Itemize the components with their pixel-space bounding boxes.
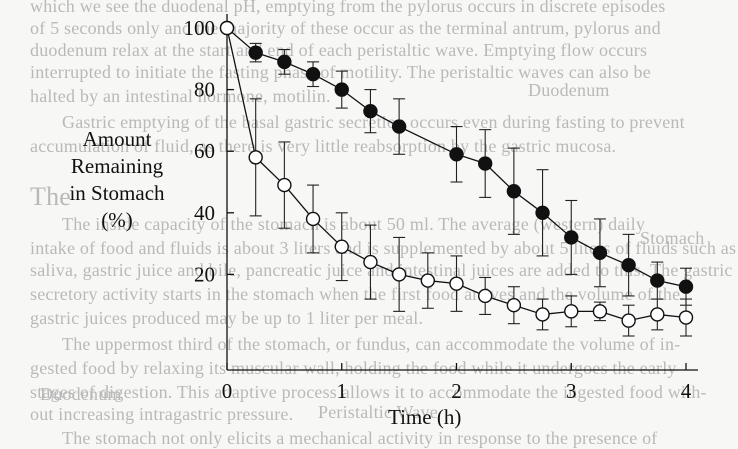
x-tick-label: 4 (681, 379, 692, 403)
open-data-point (277, 177, 292, 193)
y-axis-label-line-3: in Stomach (69, 181, 165, 205)
y-tick-label: 40 (194, 201, 215, 225)
background-text-line: The inside capacity of the stomach is ab… (62, 214, 646, 234)
open-data-point (420, 273, 436, 288)
y-tick-label: 20 (194, 262, 215, 286)
background-text-line: The (30, 182, 72, 211)
x-tick-label: 3 (566, 379, 577, 403)
data-points (219, 20, 694, 328)
open-data-point (391, 267, 407, 282)
filled-data-point (277, 54, 292, 70)
background-text-line: out increasing intragastric pressure. (30, 404, 294, 424)
series-segment (398, 125, 457, 155)
background-text-line: interrupted to initiate the fasting phas… (30, 62, 651, 82)
y-axis-label-line-1: Amount (82, 127, 152, 151)
open-data-point (219, 20, 235, 36)
open-data-point (449, 276, 464, 291)
axes: 20 40 60 80 100 0 1 2 3 4 (184, 14, 698, 403)
background-text-line: stages of digestion. This adaptive proce… (30, 382, 707, 402)
y-tick-label: 100 (184, 16, 216, 40)
open-data-point (535, 307, 550, 322)
background-text-line: The stomach not only elicits a mechanica… (62, 428, 658, 448)
y-tick-label: 80 (194, 78, 215, 102)
x-axis-label: Time (h) (388, 405, 462, 429)
y-axis-label-line-2: Remaining (70, 154, 164, 178)
open-data-point (564, 304, 579, 319)
error-bars (249, 42, 692, 337)
open-data-point (248, 150, 263, 165)
x-tick-label: 2 (451, 379, 462, 403)
y-axis-label: Amount Remaining in Stomach (%) (52, 126, 182, 234)
filled-data-point (334, 82, 349, 97)
x-tick-label: 0 (222, 379, 233, 403)
background-label-stomach: Stomach (640, 228, 705, 248)
open-data-point (334, 239, 349, 254)
series-segment (283, 184, 314, 220)
background-text-line: secretory activity starts in the stomach… (30, 284, 681, 304)
background-label-duodenum-lower: Duodenum (40, 384, 122, 404)
filled-data-point (506, 184, 522, 199)
y-axis-label-line-4: (%) (101, 208, 133, 232)
background-text-line: accumulation of fluid, as there is very … (30, 136, 617, 156)
open-data-point (477, 288, 493, 304)
filled-data-point (535, 205, 550, 221)
open-data-point (678, 310, 694, 325)
filled-data-point (248, 45, 263, 60)
background-text-line: intake of food and fluids is about 3 lit… (30, 238, 737, 258)
background-text-line: of 5 seconds only and the majority of th… (30, 18, 661, 38)
filled-data-point (592, 245, 608, 261)
background-text-line: duodenum relax at the start and end of e… (30, 40, 648, 60)
background-text-line: gested food by relaxing its muscular wal… (30, 358, 677, 378)
background-text-line: Gastric emptying of the basal gastric se… (62, 112, 685, 132)
open-data-point (650, 307, 665, 322)
background-label-peristaltic-wave: Peristaltic Wave (318, 402, 438, 422)
filled-data-point (678, 279, 694, 294)
open-data-point (592, 304, 608, 319)
background-text-line: saliva, gastric juice and bile, pancreat… (30, 260, 733, 280)
filled-data-point (305, 66, 321, 82)
background-label-duodenum: Duodenum (528, 80, 610, 100)
background-text-line: which we see the duodenal pH, emptying f… (30, 0, 666, 16)
filled-data-point (650, 273, 665, 288)
series-segment (226, 27, 257, 158)
filled-data-point (391, 119, 407, 134)
x-tick-label: 1 (337, 379, 348, 403)
y-tick-label: 60 (194, 139, 215, 163)
filled-data-point (621, 257, 636, 273)
open-data-point (506, 298, 522, 313)
open-data-point (305, 211, 321, 227)
open-data-point (363, 254, 378, 270)
filled-data-point (477, 156, 493, 171)
filled-data-point (449, 147, 464, 162)
filled-data-point (564, 230, 579, 245)
background-text-line: The uppermost third of the stomach, or f… (62, 334, 681, 354)
open-data-point (621, 313, 636, 328)
filled-data-point (363, 103, 378, 119)
